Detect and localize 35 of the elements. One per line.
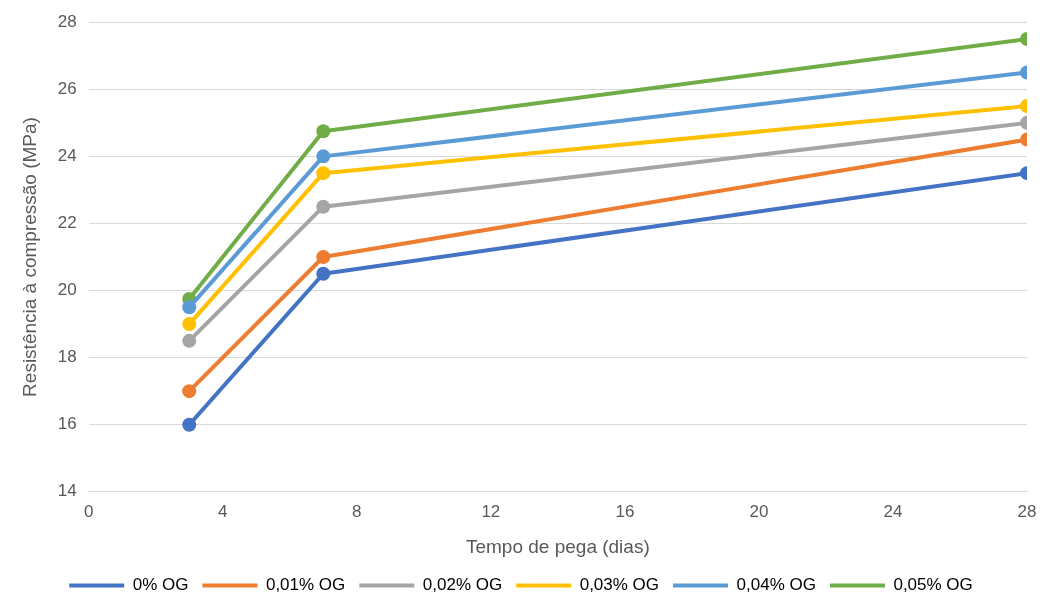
y-tick-label: 16	[57, 414, 77, 434]
point	[316, 250, 331, 264]
y-tick-label: 22	[57, 213, 77, 233]
x-tick-label: 20	[749, 501, 769, 521]
y-tick-label: 28	[57, 11, 77, 31]
x-tick-label: 8	[352, 501, 362, 521]
legend-label: 0,02% OG	[422, 575, 503, 595]
y-tick-label: 20	[57, 280, 77, 300]
x-tick-label: 28	[1017, 501, 1037, 521]
y-tick-label: 26	[57, 78, 77, 98]
legend-label: 0% OG	[132, 575, 189, 595]
point	[316, 149, 331, 164]
x-tick-label: 12	[481, 501, 501, 521]
y-tick-label: 18	[57, 347, 77, 367]
legend-label: 0,05% OG	[893, 575, 973, 595]
x-tick-label: 4	[218, 501, 228, 521]
y-tick-label: 24	[57, 146, 77, 166]
point	[182, 417, 197, 432]
legend-label: 0,03% OG	[579, 575, 660, 595]
point	[316, 266, 331, 281]
point	[182, 317, 197, 332]
x-axis-title: Tempo de pega (dias)	[465, 535, 650, 557]
point	[316, 199, 331, 214]
y-axis-title: Resistência à compressão (MPa)	[18, 117, 40, 397]
legend-label: 0,01% OG	[265, 575, 346, 595]
point	[182, 384, 197, 399]
x-tick-label: 0	[83, 501, 94, 521]
x-tick-label: 24	[883, 501, 903, 521]
point	[182, 333, 197, 348]
point	[182, 300, 197, 315]
point	[316, 124, 331, 139]
y-tick-label: 14	[57, 481, 77, 501]
point	[316, 166, 331, 181]
legend-label: 0,04% OG	[736, 575, 816, 595]
x-tick-label: 16	[615, 501, 635, 521]
